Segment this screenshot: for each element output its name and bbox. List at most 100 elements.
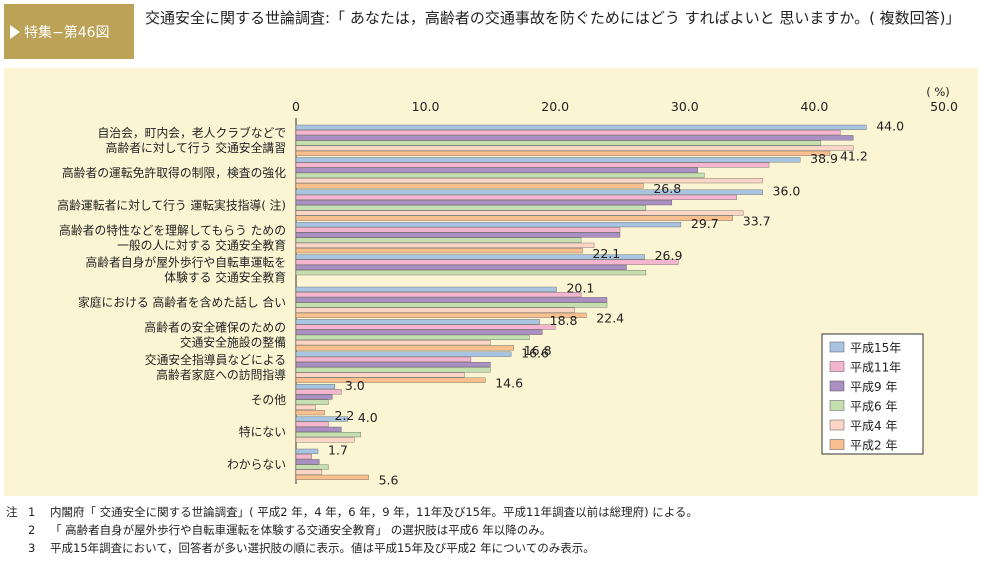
data-label: 26.9 <box>655 248 683 263</box>
bar-H6 <box>295 464 329 470</box>
note-1: 注 1 内閣府「 交通安全に関する世論調査」( 平成2 年，4 年，6 年，9 … <box>6 505 698 519</box>
bar-H6 <box>295 432 361 438</box>
data-label: 3.0 <box>345 378 365 393</box>
bar-H11 <box>295 421 329 427</box>
bar-H9 <box>295 426 342 432</box>
bar-H11 <box>295 259 679 265</box>
figure-badge: 特集−第46図 <box>4 4 134 59</box>
bar-H6 <box>295 205 647 211</box>
bar-H6 <box>295 367 491 373</box>
legend-label: 平成15年 <box>850 341 901 355</box>
category-label: 特にない <box>239 425 286 439</box>
triangle-icon <box>10 24 20 39</box>
bar-H15 <box>295 254 645 260</box>
category-label: その他 <box>251 393 287 407</box>
bar-H4 <box>295 210 744 216</box>
data-label: 44.0 <box>876 119 904 134</box>
bar-H6 <box>295 302 608 308</box>
bar-H6 <box>295 270 647 276</box>
legend-swatch-H4 <box>829 419 845 431</box>
bar-H15 <box>295 351 512 357</box>
category-label: 家庭における 高齢者を含めた話し 合い <box>78 296 286 310</box>
bar-H2 <box>295 150 831 156</box>
figure-title: 交通安全に関する世論調査:「 あなたは，高齢者の交通事故を防ぐためにはどう すれ… <box>145 9 961 27</box>
bar-H9 <box>295 264 627 270</box>
bar-H11 <box>295 292 582 298</box>
legend-swatch-H6 <box>829 400 845 411</box>
bar-H11 <box>295 356 472 362</box>
data-label: 5.6 <box>379 473 399 488</box>
bar-H6 <box>295 172 705 178</box>
bar-H4 <box>295 469 323 475</box>
bar-H4 <box>295 178 763 184</box>
category-label: 交通安全施設の整備 <box>180 336 286 350</box>
data-label: 38.9 <box>810 151 838 166</box>
legend-label: 平成9 年 <box>850 380 897 394</box>
bar-H11 <box>295 130 841 136</box>
bar-H11 <box>295 324 556 330</box>
legend-swatch-H2 <box>829 439 845 450</box>
category-label: わからない <box>227 458 286 472</box>
bar-H9 <box>295 329 543 335</box>
category-label: 交通安全指導員などによる <box>145 353 286 367</box>
bar-H9 <box>295 362 491 368</box>
data-label: 4.0 <box>358 410 378 425</box>
bar-H2 <box>295 345 514 351</box>
data-label: 18.8 <box>550 313 578 328</box>
bar-H15 <box>295 384 336 390</box>
bar-H9 <box>295 135 854 141</box>
bar-H9 <box>295 200 673 206</box>
bar-H11 <box>295 389 342 395</box>
unit-label: ( %) <box>926 85 950 99</box>
bar-H6 <box>295 399 329 405</box>
category-label: 高齢者の運転免許取得の制限，検査の強化 <box>62 166 286 180</box>
figure-number: 特集−第46図 <box>24 24 110 41</box>
category-label: 体験する 交通安全教育 <box>164 271 286 285</box>
bar-H9 <box>295 459 320 465</box>
data-label: 2.2 <box>335 408 355 423</box>
bar-H4 <box>295 242 595 248</box>
x-tick-label: 30.0 <box>671 99 699 114</box>
bar-H15 <box>295 124 867 130</box>
bar-H15 <box>295 157 801 163</box>
category-label: 高齢者の特性などを理解してもらう ための <box>59 223 286 237</box>
bar-H2 <box>295 215 733 221</box>
category-label: 高齢者自身が屋外歩行や自転車運転を <box>85 256 286 270</box>
bar-chart: 0 10.0 20.0 30.0 40.0 50.0( %) 自治会，町内会，老人クラブなど… <box>57 85 958 488</box>
bar-H6 <box>295 140 822 146</box>
bar-H2 <box>295 474 369 480</box>
data-label: 41.2 <box>840 149 868 164</box>
bar-H9 <box>295 297 608 303</box>
bar-H11 <box>295 194 737 200</box>
category-label: 高齢者に対して行う 交通安全講習 <box>106 141 286 155</box>
data-label: 1.7 <box>328 443 348 458</box>
bar-H4 <box>295 372 465 378</box>
data-label: 26.8 <box>653 181 681 196</box>
x-tick-label: 10.0 <box>412 99 440 114</box>
bar-H2 <box>295 377 486 383</box>
legend-label: 平成6 年 <box>850 400 897 414</box>
x-tick-label: 40.0 <box>800 99 828 114</box>
bar-H9 <box>295 394 333 400</box>
bar-H6 <box>295 334 530 340</box>
x-tick-label: 50.0 <box>930 99 958 114</box>
data-label: 16.6 <box>521 345 549 360</box>
data-label: 22.1 <box>592 246 620 261</box>
legend-label: 平成2 年 <box>850 439 897 453</box>
note-3: 3 平成15年調査において，回答者が多い選択肢の順に表示。値は平成15年及び平成… <box>28 541 595 555</box>
data-label: 22.4 <box>596 311 624 326</box>
bar-H6 <box>295 237 582 243</box>
data-label: 14.6 <box>495 375 523 390</box>
figure-header: 特集−第46図 交通安全に関する世論調査:「 あなたは，高齢者の交通事故を防ぐた… <box>0 0 984 64</box>
bar-H9 <box>295 167 698 173</box>
bar-H15 <box>295 448 319 454</box>
legend-swatch-H15 <box>829 341 845 353</box>
category-label: 一般の人に対する 交通安全教育 <box>117 238 286 252</box>
bar-H15 <box>295 416 349 422</box>
bar-H11 <box>295 454 312 460</box>
legend-box <box>821 333 924 455</box>
bar-H9 <box>295 232 621 238</box>
x-tick-label: 20.0 <box>541 99 569 114</box>
bar-H4 <box>295 340 491 346</box>
data-label: 20.1 <box>566 281 594 296</box>
